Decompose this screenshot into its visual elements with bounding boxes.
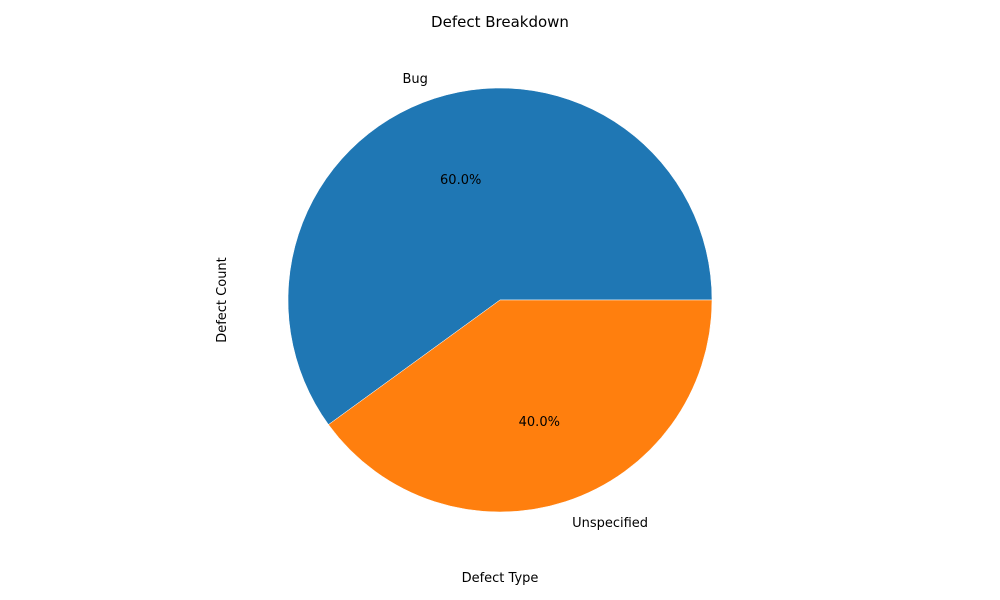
percent-label-unspecified: 40.0%: [519, 415, 560, 430]
x-axis-label: Defect Type: [462, 571, 539, 586]
pie-slices: [287, 87, 713, 513]
chart-title: Defect Breakdown: [431, 13, 569, 31]
slice-label-bug: Bug: [403, 72, 428, 87]
pie-slice-bug: [287, 87, 713, 425]
percent-label-bug: 60.0%: [440, 173, 481, 188]
slice-label-unspecified: Unspecified: [572, 516, 648, 531]
pie-labels: Bug 60.0% Unspecified 40.0%: [403, 72, 649, 531]
y-axis-label: Defect Count: [215, 257, 230, 343]
pie-slice-unspecified: [328, 299, 713, 513]
